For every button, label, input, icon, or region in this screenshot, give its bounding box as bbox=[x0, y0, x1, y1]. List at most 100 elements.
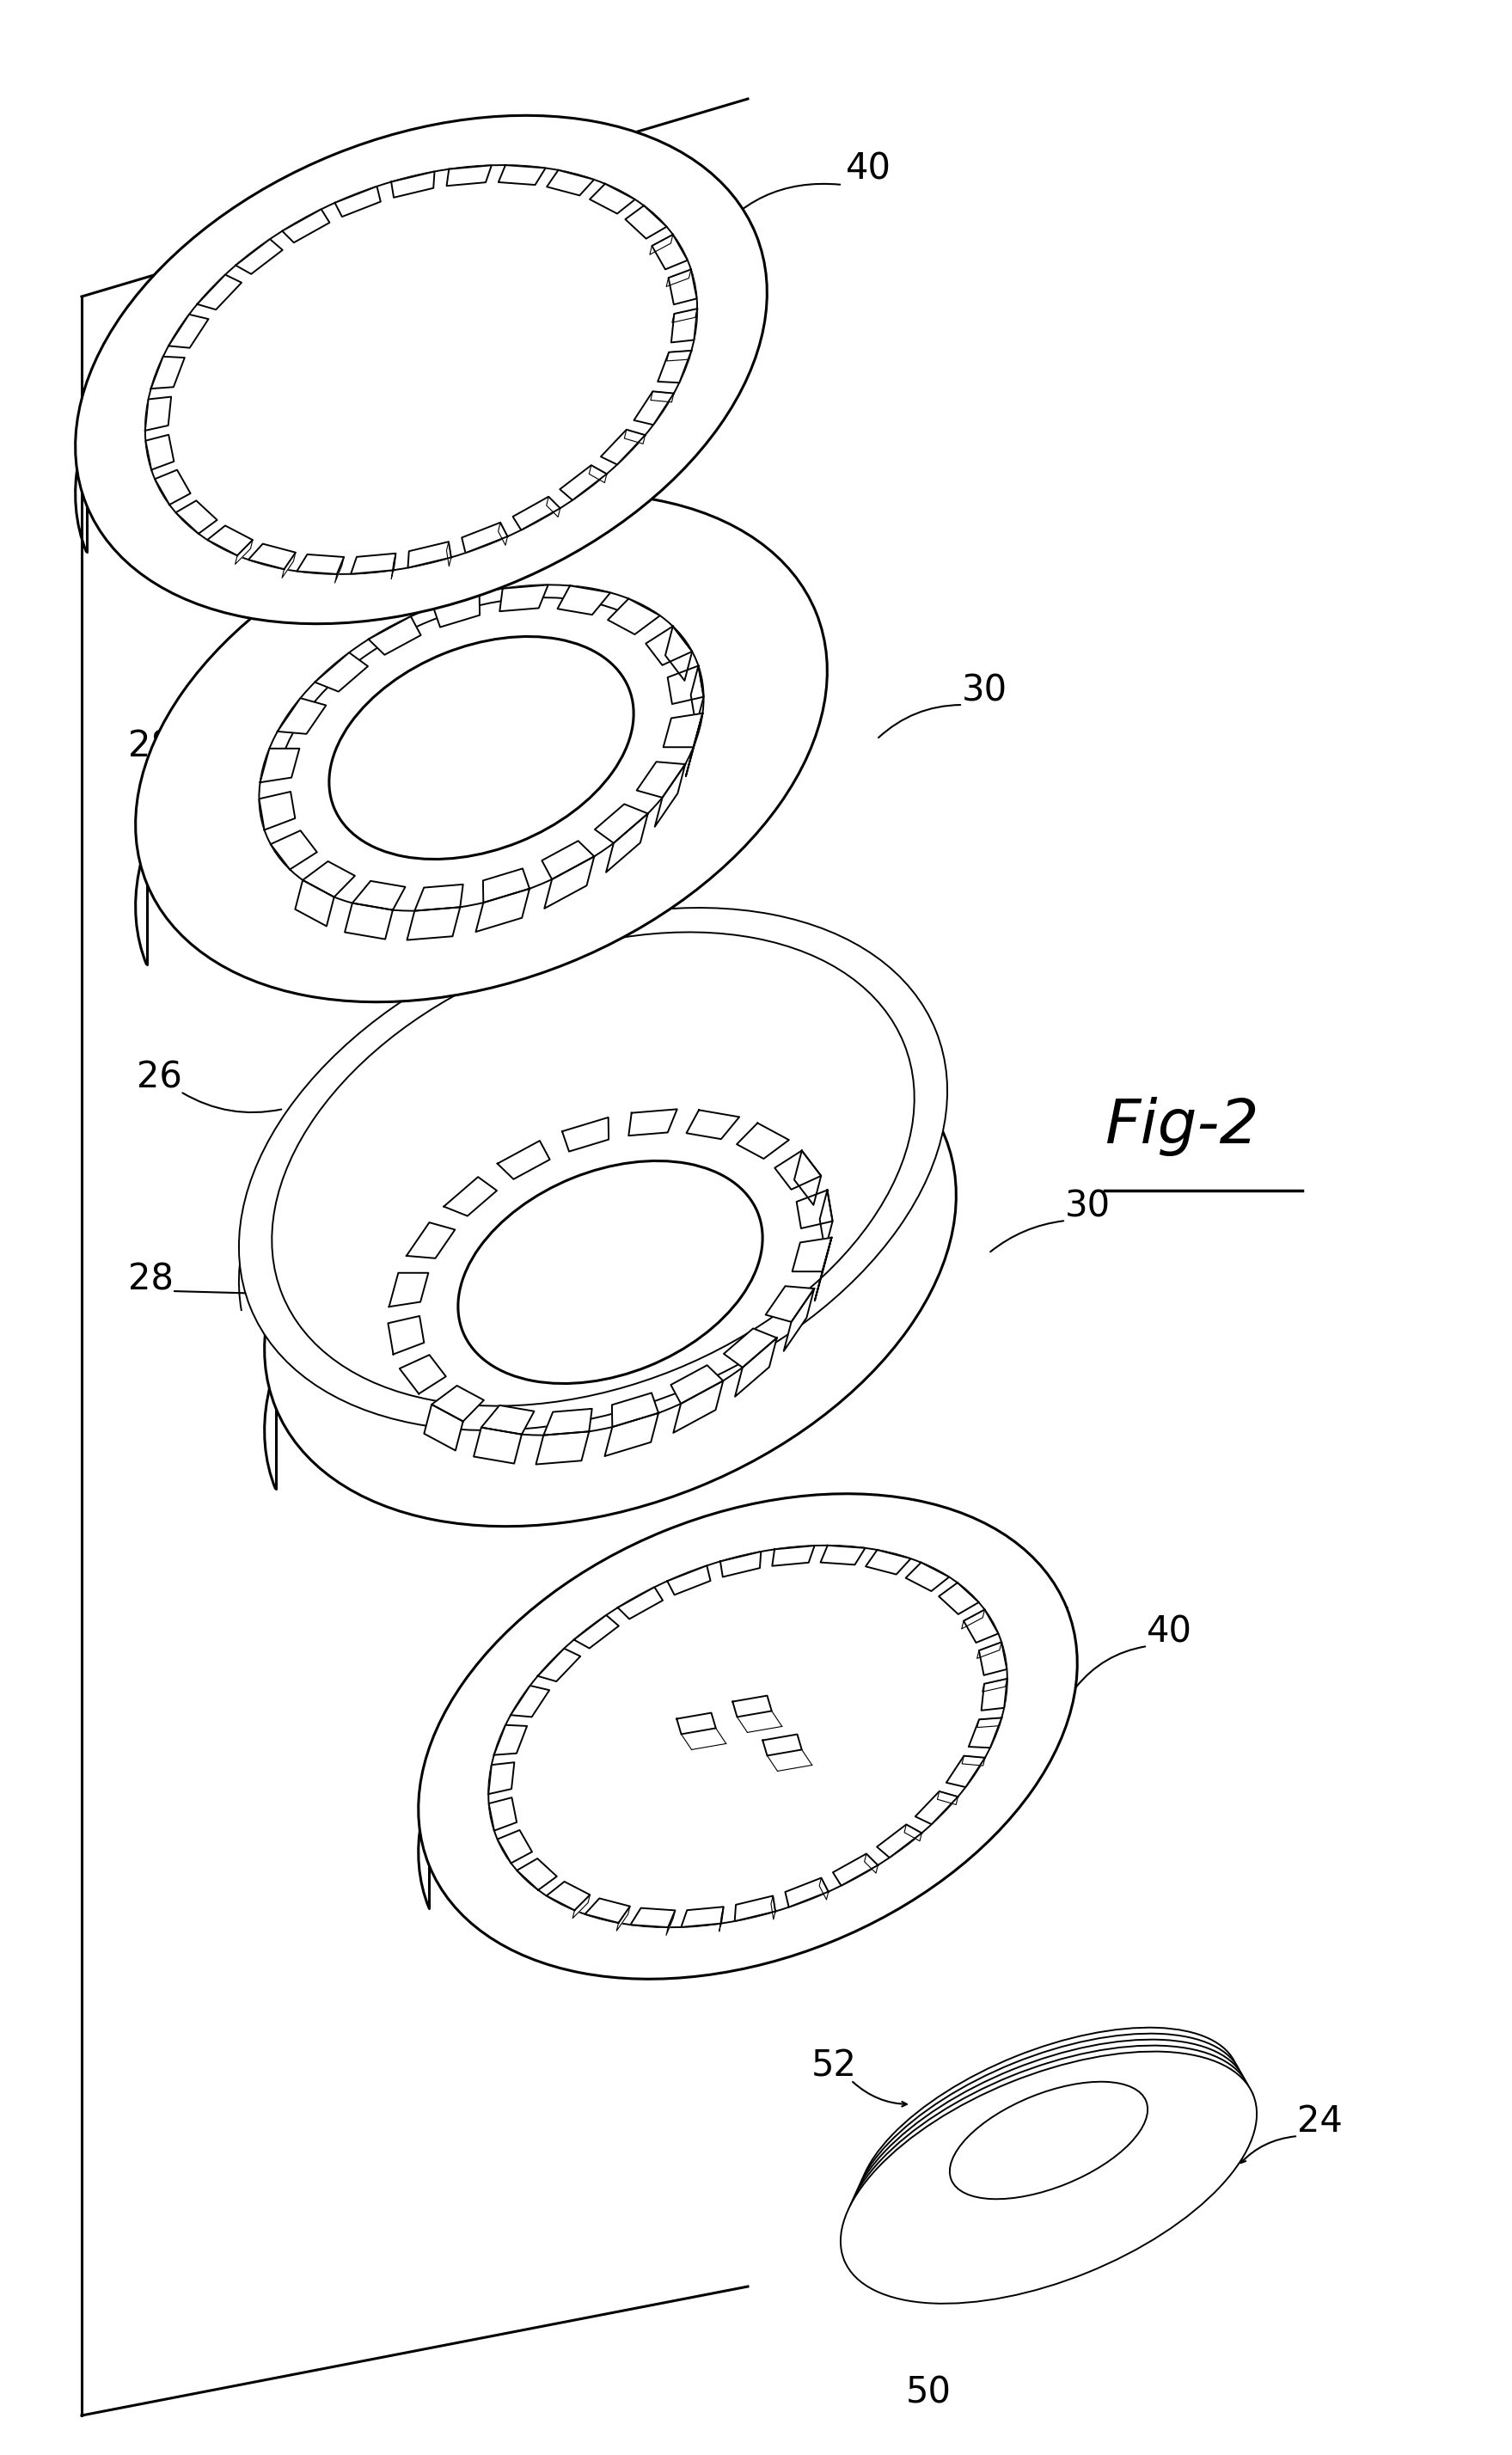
Polygon shape bbox=[733, 1696, 771, 1716]
Polygon shape bbox=[785, 1878, 829, 1908]
Polygon shape bbox=[197, 275, 242, 309]
Ellipse shape bbox=[859, 2028, 1238, 2254]
Polygon shape bbox=[646, 626, 692, 665]
Polygon shape bbox=[820, 1191, 833, 1250]
Polygon shape bbox=[283, 209, 330, 243]
Ellipse shape bbox=[136, 493, 827, 1002]
Polygon shape bbox=[677, 1714, 715, 1733]
Text: 50: 50 bbox=[906, 2374, 951, 2411]
Polygon shape bbox=[154, 469, 191, 506]
Polygon shape bbox=[773, 1547, 815, 1566]
Polygon shape bbox=[833, 1854, 878, 1885]
Polygon shape bbox=[877, 1824, 922, 1858]
Ellipse shape bbox=[265, 1019, 956, 1527]
Polygon shape bbox=[434, 594, 479, 626]
Polygon shape bbox=[558, 587, 611, 614]
Polygon shape bbox=[904, 1824, 922, 1841]
Polygon shape bbox=[352, 881, 405, 911]
Ellipse shape bbox=[145, 164, 697, 574]
Polygon shape bbox=[511, 1687, 549, 1716]
Polygon shape bbox=[431, 1385, 484, 1421]
Polygon shape bbox=[369, 616, 420, 655]
Polygon shape bbox=[562, 1117, 609, 1151]
Text: 30: 30 bbox=[1064, 1188, 1110, 1225]
Polygon shape bbox=[446, 164, 491, 187]
Polygon shape bbox=[538, 1647, 581, 1682]
Polygon shape bbox=[667, 351, 691, 361]
Polygon shape bbox=[981, 1679, 1007, 1711]
Polygon shape bbox=[482, 869, 529, 903]
Polygon shape bbox=[983, 1679, 1007, 1691]
Polygon shape bbox=[736, 1122, 789, 1159]
Polygon shape bbox=[296, 555, 345, 574]
Polygon shape bbox=[671, 309, 697, 341]
Ellipse shape bbox=[845, 2045, 1252, 2291]
Polygon shape bbox=[207, 525, 253, 555]
Polygon shape bbox=[546, 1881, 590, 1910]
Polygon shape bbox=[820, 1878, 829, 1900]
Polygon shape bbox=[236, 238, 283, 275]
Polygon shape bbox=[783, 1289, 813, 1350]
Polygon shape bbox=[866, 1549, 910, 1574]
Polygon shape bbox=[618, 1586, 662, 1618]
Polygon shape bbox=[334, 557, 345, 582]
Polygon shape bbox=[295, 879, 334, 926]
Polygon shape bbox=[765, 1286, 813, 1321]
Text: 28: 28 bbox=[127, 729, 174, 764]
Polygon shape bbox=[145, 398, 171, 430]
Ellipse shape bbox=[854, 2033, 1243, 2266]
Polygon shape bbox=[517, 1858, 556, 1890]
Polygon shape bbox=[334, 187, 381, 216]
Polygon shape bbox=[815, 1237, 832, 1301]
Polygon shape bbox=[446, 543, 451, 567]
Polygon shape bbox=[283, 552, 295, 577]
Polygon shape bbox=[544, 857, 594, 908]
Polygon shape bbox=[590, 184, 635, 214]
Polygon shape bbox=[302, 862, 355, 896]
Polygon shape bbox=[612, 1392, 658, 1426]
Text: 46: 46 bbox=[617, 1750, 664, 1785]
Polygon shape bbox=[389, 1272, 428, 1306]
Polygon shape bbox=[963, 1610, 998, 1642]
Polygon shape bbox=[481, 1404, 534, 1434]
Polygon shape bbox=[499, 584, 549, 611]
Polygon shape bbox=[671, 309, 697, 322]
Polygon shape bbox=[585, 1898, 631, 1922]
Text: 32: 32 bbox=[549, 1299, 594, 1336]
Polygon shape bbox=[461, 523, 508, 552]
Polygon shape bbox=[575, 1615, 618, 1647]
Polygon shape bbox=[668, 665, 703, 705]
Polygon shape bbox=[624, 430, 646, 444]
Text: 32: 32 bbox=[528, 736, 573, 773]
Polygon shape bbox=[735, 1338, 777, 1397]
Text: 28: 28 bbox=[127, 1262, 174, 1296]
Polygon shape bbox=[608, 599, 661, 633]
Polygon shape bbox=[650, 390, 674, 403]
Polygon shape bbox=[473, 1426, 522, 1463]
Polygon shape bbox=[547, 169, 594, 196]
Polygon shape bbox=[821, 1547, 865, 1564]
Polygon shape bbox=[691, 665, 703, 727]
Polygon shape bbox=[407, 1223, 455, 1259]
Polygon shape bbox=[260, 749, 299, 783]
Text: 40: 40 bbox=[845, 150, 891, 187]
Polygon shape bbox=[686, 1110, 739, 1139]
Polygon shape bbox=[634, 390, 674, 425]
Ellipse shape bbox=[841, 2052, 1256, 2303]
Polygon shape bbox=[168, 314, 209, 349]
Polygon shape bbox=[650, 236, 673, 255]
Polygon shape bbox=[271, 830, 318, 869]
Polygon shape bbox=[978, 1642, 1007, 1674]
Polygon shape bbox=[962, 1610, 984, 1628]
Polygon shape bbox=[145, 435, 174, 469]
Polygon shape bbox=[792, 1237, 832, 1272]
Polygon shape bbox=[559, 464, 606, 501]
Text: 26: 26 bbox=[136, 1058, 181, 1095]
Polygon shape bbox=[175, 501, 218, 533]
Polygon shape bbox=[915, 1792, 959, 1824]
Polygon shape bbox=[969, 1718, 1001, 1748]
Text: 24: 24 bbox=[1297, 2104, 1343, 2138]
Polygon shape bbox=[497, 1142, 550, 1178]
Polygon shape bbox=[494, 1726, 528, 1755]
Polygon shape bbox=[664, 714, 703, 746]
